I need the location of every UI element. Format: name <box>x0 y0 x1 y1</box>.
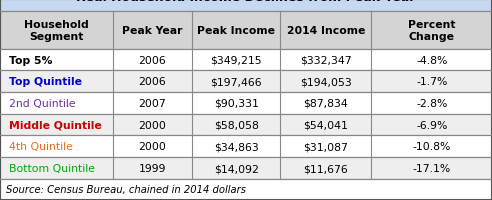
Text: $58,058: $58,058 <box>214 120 259 130</box>
Text: $87,834: $87,834 <box>304 98 348 108</box>
Bar <box>0 49 492 71</box>
Text: Source: Census Bureau, chained in 2014 dollars: Source: Census Bureau, chained in 2014 d… <box>6 185 246 194</box>
Bar <box>0 93 492 114</box>
Text: -1.7%: -1.7% <box>416 77 447 87</box>
Text: 2006: 2006 <box>139 55 166 65</box>
Text: -10.8%: -10.8% <box>413 142 451 152</box>
Bar <box>0 136 492 157</box>
Bar <box>0 71 492 93</box>
Text: -2.8%: -2.8% <box>416 98 447 108</box>
Text: $54,041: $54,041 <box>304 120 348 130</box>
Text: Top 5%: Top 5% <box>9 55 52 65</box>
Bar <box>0 12 492 49</box>
Bar <box>0 114 492 136</box>
Text: $31,087: $31,087 <box>304 142 348 152</box>
Text: Percent
Change: Percent Change <box>408 20 456 42</box>
Text: $349,215: $349,215 <box>211 55 262 65</box>
Text: $90,331: $90,331 <box>214 98 259 108</box>
Text: 2007: 2007 <box>139 98 166 108</box>
Text: $194,053: $194,053 <box>300 77 352 87</box>
Text: Peak Year: Peak Year <box>123 26 183 36</box>
Text: $11,676: $11,676 <box>304 163 348 173</box>
Text: Middle Quintile: Middle Quintile <box>9 120 102 130</box>
Text: $197,466: $197,466 <box>211 77 262 87</box>
Text: $34,863: $34,863 <box>214 142 258 152</box>
Text: Real Household Income Declines from Peak Year: Real Household Income Declines from Peak… <box>76 0 416 4</box>
Bar <box>0 179 492 200</box>
Bar <box>0 0 492 12</box>
Text: $14,092: $14,092 <box>214 163 259 173</box>
Text: Bottom Quintile: Bottom Quintile <box>9 163 95 173</box>
Text: -4.8%: -4.8% <box>416 55 447 65</box>
Text: -6.9%: -6.9% <box>416 120 447 130</box>
Text: $332,347: $332,347 <box>300 55 352 65</box>
Text: 1999: 1999 <box>139 163 166 173</box>
Text: -17.1%: -17.1% <box>413 163 451 173</box>
Text: 2006: 2006 <box>139 77 166 87</box>
Bar <box>0 157 492 179</box>
Text: 4th Quintile: 4th Quintile <box>9 142 73 152</box>
Text: Peak Income: Peak Income <box>197 26 275 36</box>
Text: 2nd Quintile: 2nd Quintile <box>9 98 75 108</box>
Text: 2014 Income: 2014 Income <box>287 26 365 36</box>
Text: Top Quintile: Top Quintile <box>9 77 82 87</box>
Text: 2000: 2000 <box>139 142 166 152</box>
Text: Household
Segment: Household Segment <box>24 20 89 42</box>
Text: 2000: 2000 <box>139 120 166 130</box>
